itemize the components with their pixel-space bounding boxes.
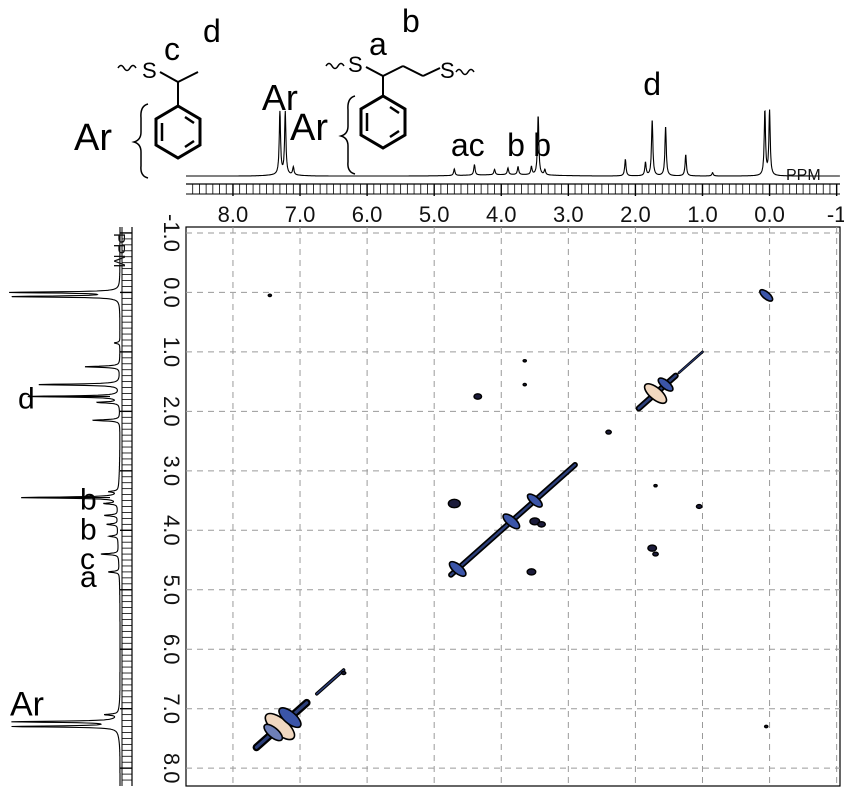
diagonal-peak-cluster <box>759 288 774 302</box>
x-tick-label: 4.0 <box>486 202 517 227</box>
top-peak-label: d <box>643 66 661 102</box>
x-tick-label: 3.0 <box>553 202 584 227</box>
y-tick-label: 2.0 <box>159 396 184 427</box>
cross-peak <box>267 293 273 298</box>
plot-frame <box>185 226 841 787</box>
top-ppm-scale: 8.0 7.0 6.0 5.0 4.0 3.0 2.0 1.0 0.0 -1 <box>186 183 844 227</box>
x-tick-label: 0.0 <box>754 202 785 227</box>
structure-right-ar-label: Ar <box>290 107 328 149</box>
left-1d-spectrum <box>9 227 121 786</box>
cross-peak <box>605 429 612 435</box>
top-peak-label: b <box>507 127 525 163</box>
left-peak-label: b <box>80 484 97 517</box>
wavy-bond-icon <box>117 64 137 72</box>
bond <box>365 66 384 77</box>
structure-right-sulfur-1: S <box>348 52 363 77</box>
cross-peak <box>647 544 658 552</box>
cross-peak <box>526 568 537 576</box>
diagonal-peak-cluster <box>278 707 302 729</box>
plot-grid <box>186 227 840 786</box>
benzene-double-bond <box>389 129 400 139</box>
structure-right: Ar S S a b <box>290 3 475 175</box>
cross-peak <box>653 483 658 488</box>
cross-peak <box>522 358 528 363</box>
bond <box>177 71 199 83</box>
structure-left-bracket <box>131 103 149 179</box>
benzene-double-bond <box>184 139 195 149</box>
top-peak-label: Ar <box>262 77 298 118</box>
y-tick-label: 3.0 <box>159 456 184 487</box>
bond <box>402 65 424 77</box>
cross-peak <box>522 382 528 387</box>
cross-peak <box>340 670 347 676</box>
benzene-double-bond <box>389 105 400 115</box>
left-peak-label: b <box>80 513 97 546</box>
benzene-double-bond <box>184 115 195 125</box>
y-tick-label: 1.0 <box>159 337 184 368</box>
cross-peak <box>447 498 461 509</box>
wavy-bond-icon <box>455 68 475 76</box>
y-tick-label: 8.0 <box>159 753 184 784</box>
structure-left-label-c: c <box>164 31 180 67</box>
y-axis-unit-label: PPM <box>110 233 127 268</box>
diagonal-peak-cluster <box>502 513 521 530</box>
x-tick-label: 6.0 <box>352 202 383 227</box>
structure-left-label-d: d <box>203 13 221 49</box>
cross-peak <box>652 551 659 557</box>
left-peak-label: Ar <box>10 686 44 724</box>
structure-right-label-b: b <box>402 3 420 39</box>
x-tick-label: 7.0 <box>285 202 316 227</box>
x-tick-label: 1.0 <box>687 202 718 227</box>
diagonal-peak-cluster <box>263 723 284 742</box>
top-spectrum-trace <box>186 109 840 177</box>
cross-peak <box>537 520 546 528</box>
x-tick-label: 2.0 <box>620 202 651 227</box>
x-axis-unit-label: PPM <box>786 167 821 184</box>
diagonal-contour-core <box>316 669 345 695</box>
top-1d-spectrum <box>186 109 840 177</box>
bond <box>382 65 404 77</box>
structure-left-benzene <box>154 104 202 160</box>
cross-peak <box>763 724 769 729</box>
bond <box>422 67 441 77</box>
x-tick-label: 5.0 <box>419 202 450 227</box>
diagonal-peak-cluster <box>643 382 668 405</box>
cross-peak <box>473 393 483 400</box>
y-tick-label: 0.0 <box>159 277 184 308</box>
left-spectrum-trace <box>9 227 121 786</box>
y-tick-label: -1.0 <box>159 214 184 252</box>
top-peak-label: b <box>533 127 551 163</box>
y-tick-label: 5.0 <box>159 574 184 605</box>
left-peak-label: a <box>80 561 97 594</box>
cross-peak <box>695 503 703 510</box>
y-tick-label: 6.0 <box>159 634 184 665</box>
x-tick-label: 8.0 <box>218 202 249 227</box>
left-ppm-scale: -1.0 0.0 1.0 2.0 3.0 4.0 5.0 6.0 7.0 8.0 <box>120 214 184 786</box>
diagonal-peak-cluster <box>448 560 467 578</box>
contour-peaks <box>252 288 774 752</box>
top-peak-label: ac <box>451 127 485 163</box>
y-tick-label: 7.0 <box>159 693 184 724</box>
structure-left-sulfur: S <box>142 58 157 83</box>
bond <box>159 71 179 83</box>
structure-right-bracket <box>338 95 356 175</box>
diagonal-peak-cluster <box>526 493 543 508</box>
structure-left-ar-label: Ar <box>74 117 112 159</box>
structure-left: Ar S c d <box>74 13 221 179</box>
left-peak-label: c <box>80 543 95 576</box>
y-tick-label: 4.0 <box>159 515 184 546</box>
left-peak-label: d <box>18 382 35 415</box>
wavy-bond-icon <box>325 62 345 70</box>
diagonal-contour-core <box>678 351 704 374</box>
diagonal-peak-cluster <box>657 377 674 392</box>
structure-right-sulfur-2: S <box>440 58 455 83</box>
x-tick-label: -1 <box>827 202 844 227</box>
structure-right-label-a: a <box>369 26 387 62</box>
structure-right-benzene <box>359 94 407 150</box>
